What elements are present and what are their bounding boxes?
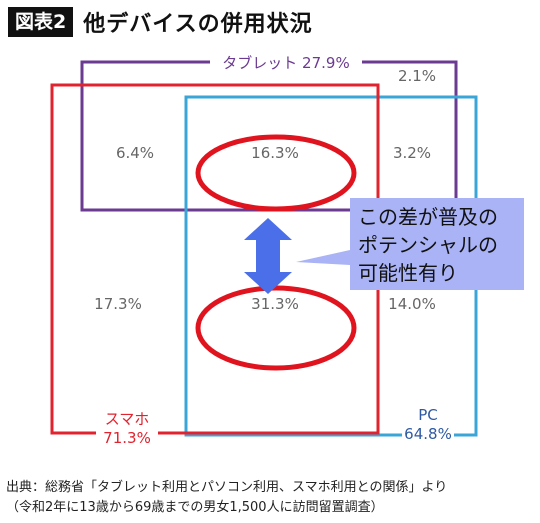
region-label-pc-only: 14.0%	[388, 295, 436, 313]
smartphone-set-name: スマホ	[105, 410, 150, 428]
region-label-tablet-pc: 3.2%	[393, 144, 431, 162]
region-label-all-three: 16.3%	[251, 144, 299, 162]
tablet-label-bg	[210, 52, 362, 72]
source-note: 出典：総務省「タブレット利用とパソコン利用、スマホ利用との関係」より （令和2年…	[6, 478, 447, 518]
callout-line-3: 可能性有り	[358, 261, 458, 285]
callout-box	[296, 198, 524, 290]
highlight-ellipse-bottom	[195, 285, 357, 371]
highlight-ellipse-top	[195, 134, 357, 212]
figure-title: 他デバイスの併用状況	[83, 12, 313, 37]
tablet-set-label: タブレット 27.9%	[222, 54, 349, 72]
region-label-tablet-smartphone: 6.4%	[116, 144, 154, 162]
smartphone-label-bg	[96, 410, 158, 448]
source-line-1: 出典：総務省「タブレット利用とパソコン利用、スマホ利用との関係」より	[6, 480, 448, 495]
region-label-smartphone-pc: 31.3%	[251, 295, 299, 313]
pc-set-value: 64.8%	[404, 425, 452, 443]
figure-header: 図表2 他デバイスの併用状況	[8, 6, 313, 38]
region-label-tablet-only: 2.1%	[398, 67, 436, 85]
region-label-smartphone-only: 17.3%	[94, 295, 142, 313]
pc-label-bg	[402, 406, 454, 444]
callout-line-2: ポテンシャルの	[358, 233, 498, 257]
pc-set-name: PC	[418, 406, 438, 424]
double-arrow	[244, 218, 292, 294]
source-line-2: （令和2年に13歳から69歳までの男女1,500人に訪問留置調査）	[6, 500, 384, 515]
callout-line-1: この差が普及の	[358, 205, 498, 229]
figure-badge: 図表2	[8, 7, 74, 37]
smartphone-set-value: 71.3%	[103, 429, 151, 447]
